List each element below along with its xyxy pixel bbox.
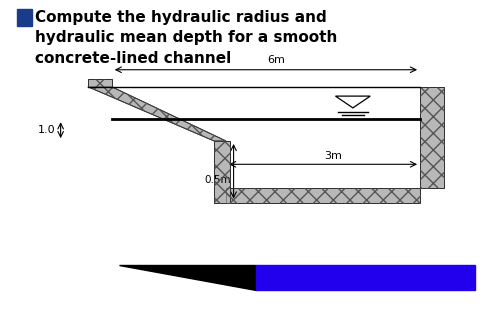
- Text: 0.5m: 0.5m: [204, 175, 231, 185]
- Text: 3m: 3m: [324, 151, 342, 161]
- Text: 1.0: 1.0: [38, 125, 56, 135]
- Polygon shape: [335, 96, 370, 108]
- Polygon shape: [88, 87, 226, 141]
- Bar: [420, 87, 444, 188]
- Bar: [88, 79, 112, 87]
- Bar: [214, 141, 230, 203]
- Bar: [226, 188, 420, 203]
- Bar: [226, 188, 420, 203]
- Text: 6m: 6m: [267, 55, 285, 65]
- Bar: [17, 9, 32, 26]
- Polygon shape: [256, 265, 475, 290]
- Polygon shape: [119, 265, 256, 290]
- Bar: [88, 79, 112, 87]
- Bar: [214, 141, 230, 203]
- Bar: [420, 87, 444, 188]
- Text: Compute the hydraulic radius and
hydraulic mean depth for a smooth
concrete-line: Compute the hydraulic radius and hydraul…: [35, 10, 337, 66]
